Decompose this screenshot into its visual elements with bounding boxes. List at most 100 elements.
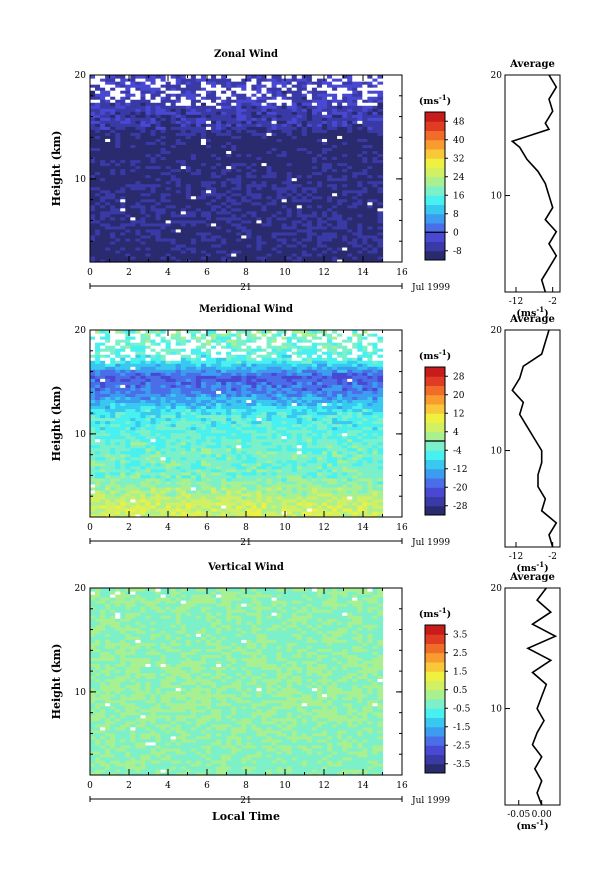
heatmap-cell — [327, 450, 333, 455]
heatmap-cell — [200, 117, 207, 121]
heatmap-cell — [175, 258, 182, 263]
heatmap-cell — [115, 510, 121, 515]
heatmap-cell — [170, 135, 177, 139]
heatmap-cell — [205, 507, 212, 512]
heatmap-cell — [90, 168, 96, 173]
heatmap-cell — [115, 192, 121, 197]
heatmap-cell — [221, 450, 227, 455]
heatmap-cell — [377, 462, 384, 467]
heatmap-cell — [256, 501, 263, 506]
heatmap-cell — [241, 237, 247, 242]
heatmap-cell — [296, 111, 303, 115]
heatmap-cell — [251, 477, 258, 482]
heatmap-cell — [372, 228, 379, 233]
heatmap-cell — [170, 471, 177, 476]
heatmap-cell — [296, 153, 303, 158]
heatmap-cell — [150, 195, 157, 200]
heatmap-cell — [236, 228, 242, 233]
heatmap-cell — [251, 483, 258, 488]
heatmap-cell — [165, 120, 172, 124]
heatmap-cell — [236, 135, 242, 139]
heatmap-cell — [170, 147, 177, 152]
heatmap-cell — [327, 492, 333, 497]
heatmap-cell — [296, 459, 303, 464]
heatmap-cell — [316, 228, 323, 233]
heatmap-cell — [362, 228, 368, 233]
heatmap-cell — [266, 96, 273, 100]
heatmap-cell — [276, 480, 283, 485]
heatmap-cell — [236, 216, 242, 221]
heatmap-cell — [241, 156, 247, 161]
heatmap-cell — [160, 162, 167, 167]
heatmap-cell — [125, 126, 131, 130]
heatmap-cell — [311, 147, 318, 152]
heatmap-cell — [256, 162, 263, 167]
heatmap-cell — [221, 93, 227, 97]
heatmap-cell — [120, 228, 126, 233]
heatmap-cell — [241, 492, 247, 497]
heatmap-cell — [115, 159, 121, 164]
heatmap-cell — [190, 189, 197, 194]
heatmap-cell — [120, 231, 126, 236]
heatmap-cell — [190, 96, 197, 100]
heatmap-cell — [301, 477, 308, 482]
heatmap-cell — [115, 240, 121, 245]
heatmap-cell — [140, 171, 147, 176]
heatmap-cell — [231, 117, 237, 121]
heatmap-cell — [155, 471, 162, 476]
heatmap-cell — [105, 219, 111, 224]
heatmap-cell — [342, 231, 348, 236]
heatmap-cell — [306, 255, 313, 260]
heatmap-cell — [190, 75, 197, 79]
heatmap-cell — [115, 258, 121, 263]
heatmap-cell — [160, 195, 167, 200]
heatmap-cell — [241, 456, 247, 461]
heatmap-cell — [200, 84, 207, 88]
heatmap-cell — [362, 195, 368, 200]
heatmap-cell — [377, 117, 384, 121]
heatmap-cell — [200, 150, 207, 155]
heatmap-cell — [175, 99, 182, 103]
heatmap-cell — [145, 129, 152, 133]
heatmap-cell — [337, 474, 343, 479]
heatmap-cell — [347, 96, 353, 100]
heatmap-cell — [120, 156, 126, 161]
heatmap-cell — [211, 201, 217, 206]
heatmap-cell — [195, 114, 202, 118]
heatmap-cell — [120, 243, 126, 248]
heatmap-cell — [261, 471, 268, 476]
heatmap-cell — [205, 252, 212, 257]
heatmap-cell — [251, 465, 258, 470]
heatmap-cell — [367, 141, 374, 145]
heatmap-cell — [100, 228, 106, 233]
heatmap-cell — [160, 180, 167, 185]
heatmap-cell — [155, 177, 162, 182]
heatmap-cell — [160, 237, 167, 242]
heatmap-cell — [231, 162, 237, 167]
heatmap-cell — [95, 147, 101, 152]
heatmap-cell — [332, 156, 338, 161]
heatmap-cell — [226, 462, 232, 467]
heatmap-cell — [221, 498, 227, 503]
heatmap-cell — [306, 129, 313, 133]
heatmap-cell — [271, 81, 278, 85]
heatmap-cell — [115, 138, 121, 142]
heatmap-cell — [150, 498, 157, 503]
heatmap-cell — [337, 189, 343, 194]
heatmap-cell — [362, 201, 368, 206]
heatmap-cell — [105, 252, 111, 257]
heatmap-cell — [90, 474, 96, 479]
heatmap-cell — [170, 189, 177, 194]
heatmap-cell — [246, 162, 252, 167]
heatmap-cell — [165, 456, 172, 461]
heatmap-cell — [216, 132, 222, 136]
heatmap-cell — [286, 492, 293, 497]
heatmap-cell — [130, 201, 136, 206]
heatmap-cell — [236, 150, 242, 155]
heatmap-cell — [221, 258, 227, 263]
heatmap-cell — [372, 465, 379, 470]
heatmap-cell — [185, 240, 192, 245]
heatmap-cell — [377, 111, 384, 115]
heatmap-cell — [251, 105, 258, 109]
heatmap-cell — [246, 453, 252, 458]
